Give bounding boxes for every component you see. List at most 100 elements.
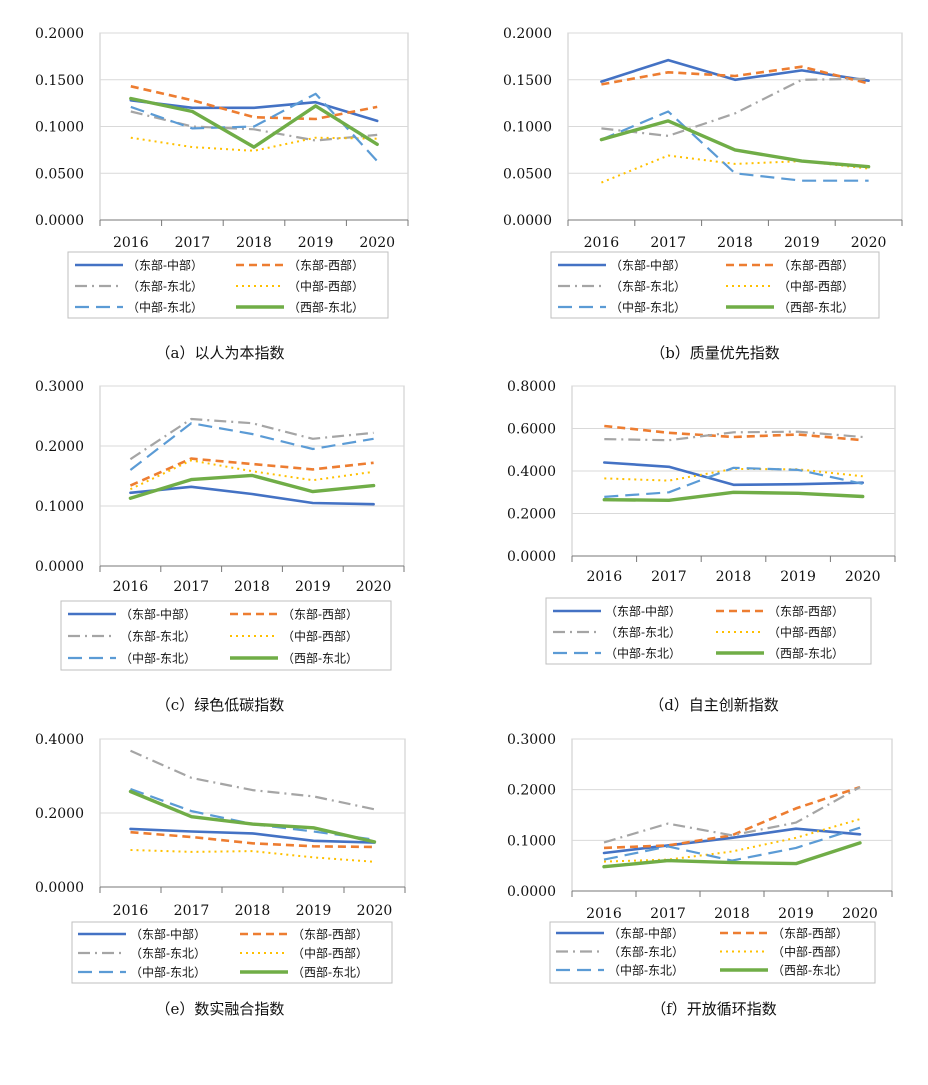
legend-entry: （东部-中部） [120,607,196,622]
series-line-东部-东北 [603,786,861,844]
y-tick-label: 0.0000 [35,559,84,575]
series-line-东部-中部 [602,461,865,487]
legend-entry: （东部-西部） [772,926,848,941]
legend-entry: （东部-东北） [605,625,681,640]
series-line-东部-中部 [600,58,870,83]
legend-entry: （东部-西部） [282,607,358,622]
chart-panel-a: 0.0000 0.0500 0.1000 0.1500 0.2000 2016 2017 20… [35,26,409,362]
x-tick-label: 2016 [113,235,149,251]
legend-entry: （东部-中部） [127,258,203,273]
y-tick-label: 0.0000 [507,549,556,565]
y-tick-label: 0.8000 [507,379,556,395]
y-tick-label: 0.0000 [507,884,556,900]
y-tick-label: 0.1500 [503,73,552,89]
legend-entry: （东部-西部） [288,258,364,273]
series-line-东部-东北 [129,417,374,461]
series-line-中部-西部 [129,459,374,491]
x-tick-label: 2018 [714,906,750,922]
x-tick-label: 2018 [716,569,752,585]
panel-caption: （b）质量优先指数 [650,344,780,362]
series-line-中部-西部 [130,849,375,863]
y-tick-label: 0.2000 [35,26,84,42]
series-line-中部-西部 [603,818,861,863]
x-tick-label: 2016 [586,906,622,922]
y-tick-label: 0.0500 [35,166,84,182]
x-tick-label: 2017 [650,906,686,922]
legend-entry: （东部-中部） [605,604,681,619]
y-tick-label: 0.0500 [503,166,552,182]
y-tick-label: 0.0000 [503,213,552,229]
legend-entry: （东部-中部） [130,927,206,942]
x-tick-label: 2016 [586,569,622,585]
legend-entry: （东部-东北） [610,279,686,294]
panel-caption: （e）数实融合指数 [156,1000,285,1018]
legend-entry: （中部-西部） [772,944,848,959]
legend-entry: （东部-中部） [610,258,686,273]
legend-entry: （东部-中部） [608,926,684,941]
x-tick-label: 2019 [295,579,331,595]
legend-entry: （西部-东北） [768,646,844,661]
y-tick-label: 0.0000 [35,880,84,896]
y-tick-label: 0.3000 [35,379,84,395]
x-tick-label: 2017 [175,235,211,251]
x-tick-label: 2017 [651,569,687,585]
series-line-东部-东北 [130,749,375,811]
legend-entry: （中部-西部） [288,279,364,294]
legend-entry: （东部-西部） [768,604,844,619]
x-tick-label: 2019 [296,903,332,919]
series-line-西部-东北 [128,473,376,500]
series-line-东部-西部 [604,424,863,442]
legend-entry: （西部-东北） [288,300,364,315]
chart-panel-d: 0.0000 0.2000 0.4000 0.6000 0.8000 2016 2017 20… [507,379,896,714]
series-line-东部-东北 [601,77,869,137]
x-tick-label: 2016 [113,579,149,595]
legend-entry: （中部-西部） [282,629,358,644]
x-tick-label: 2020 [851,235,887,251]
x-tick-label: 2019 [780,569,816,585]
y-tick-label: 0.1000 [35,120,84,136]
series-line-东部-中部 [129,99,379,123]
x-tick-label: 2020 [357,903,393,919]
chart-panel-f: 0.0000 0.1000 0.2000 0.3000 2016 2017 2018 2019… [507,732,893,1018]
legend-entry: （东部-西部） [778,258,854,273]
y-tick-label: 0.6000 [507,422,556,438]
x-tick-label: 2016 [584,235,620,251]
panel-caption: （d）自主创新指数 [649,696,779,714]
legend-entry: （西部-东北） [772,963,848,978]
x-tick-label: 2017 [173,579,209,595]
chart-panel-e: 0.0000 0.2000 0.4000 2016 2017 2018 2019 2020 （东… [35,732,406,1018]
x-tick-label: 2019 [298,235,334,251]
legend-entry: （东部-东北） [120,629,196,644]
legend-entry: （中部-东北） [610,300,686,315]
panel-caption: （c）绿色低碳指数 [156,696,284,714]
y-tick-label: 0.0000 [35,213,84,229]
y-tick-label: 0.1000 [35,499,84,515]
chart-panel-b: 0.0000 0.0500 0.1000 0.1500 0.2000 2016 2017 20… [503,26,903,362]
x-tick-label: 2018 [234,579,270,595]
series-line-东部-中部 [129,485,375,506]
legend-entry: （东部-东北） [130,946,206,961]
series-line-东部-西部 [603,785,861,850]
legend-entry: （东部-西部） [292,927,368,942]
legend-entry: （中部-西部） [768,625,844,640]
legend-box [549,921,876,984]
x-tick-label: 2018 [236,235,272,251]
series-line-中部-东北 [604,466,863,498]
y-tick-label: 0.2000 [35,806,84,822]
x-tick-label: 2020 [845,569,881,585]
series-line-中部-东北 [603,826,861,862]
series-line-中部-东北 [130,92,379,162]
legend-entry: （中部-东北） [130,965,206,980]
series-line-东部-西部 [129,457,374,487]
x-tick-label: 2020 [842,906,878,922]
y-tick-label: 0.2000 [507,783,556,799]
legend-entry: （中部-东北） [127,300,203,315]
legend-entry: （东部-东北） [127,279,203,294]
series-line-中部-西部 [604,467,863,482]
series-line-西部-东北 [129,96,379,149]
y-tick-label: 0.1000 [507,833,556,849]
series-line-中部-西部 [601,154,869,184]
y-tick-label: 0.4000 [507,464,556,480]
x-tick-label: 2020 [356,579,392,595]
